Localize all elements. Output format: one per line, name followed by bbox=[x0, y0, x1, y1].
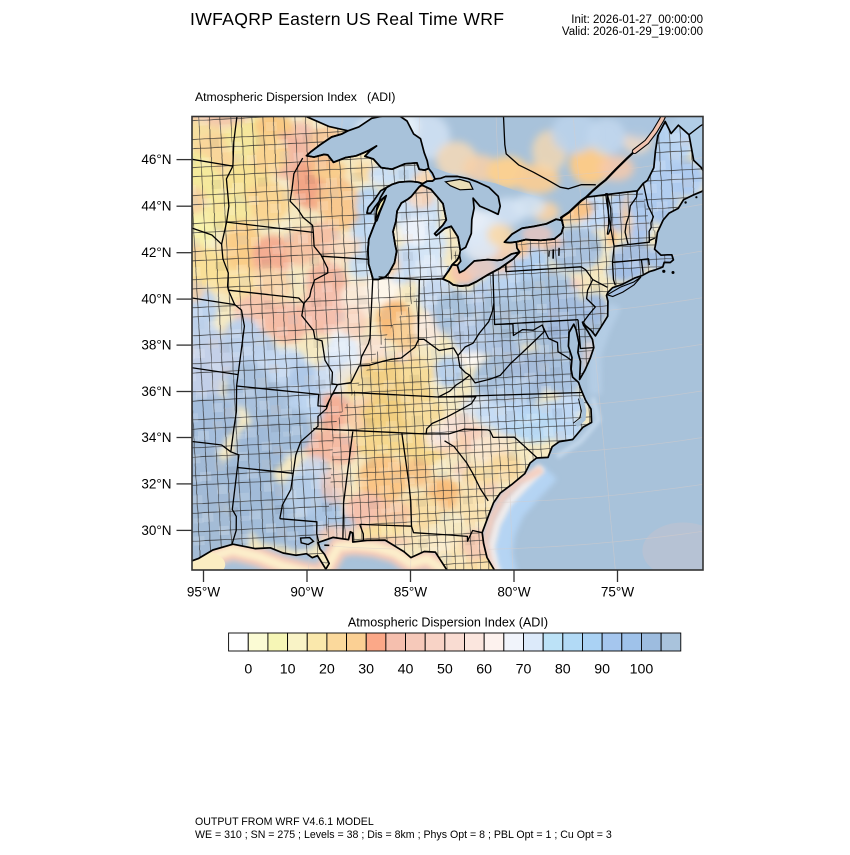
svg-text:80: 80 bbox=[555, 662, 571, 678]
svg-text:46°N: 46°N bbox=[141, 152, 171, 167]
svg-text:95°W: 95°W bbox=[187, 585, 220, 600]
svg-text:36°N: 36°N bbox=[141, 384, 171, 399]
svg-text:38°N: 38°N bbox=[141, 338, 171, 353]
svg-text:42°N: 42°N bbox=[141, 245, 171, 260]
svg-text:100: 100 bbox=[630, 662, 654, 678]
svg-text:Atmospheric Dispersion Index: Atmospheric Dispersion Index (ADI) bbox=[348, 616, 548, 630]
svg-text:30: 30 bbox=[358, 662, 374, 678]
svg-text:32°N: 32°N bbox=[141, 476, 171, 491]
svg-text:34°N: 34°N bbox=[141, 430, 171, 445]
svg-text:75°W: 75°W bbox=[601, 585, 634, 600]
svg-text:60: 60 bbox=[476, 662, 492, 678]
svg-text:80°W: 80°W bbox=[497, 585, 530, 600]
svg-text:70: 70 bbox=[516, 662, 532, 678]
svg-text:90: 90 bbox=[594, 662, 610, 678]
svg-text:10: 10 bbox=[280, 662, 296, 678]
svg-text:50: 50 bbox=[437, 662, 453, 678]
svg-text:0: 0 bbox=[244, 662, 252, 678]
svg-text:44°N: 44°N bbox=[141, 199, 171, 214]
svg-text:40: 40 bbox=[398, 662, 414, 678]
svg-text:20: 20 bbox=[319, 662, 335, 678]
svg-text:30°N: 30°N bbox=[141, 523, 171, 538]
svg-text:90°W: 90°W bbox=[290, 585, 323, 600]
svg-text:85°W: 85°W bbox=[394, 585, 427, 600]
svg-text:40°N: 40°N bbox=[141, 292, 171, 307]
